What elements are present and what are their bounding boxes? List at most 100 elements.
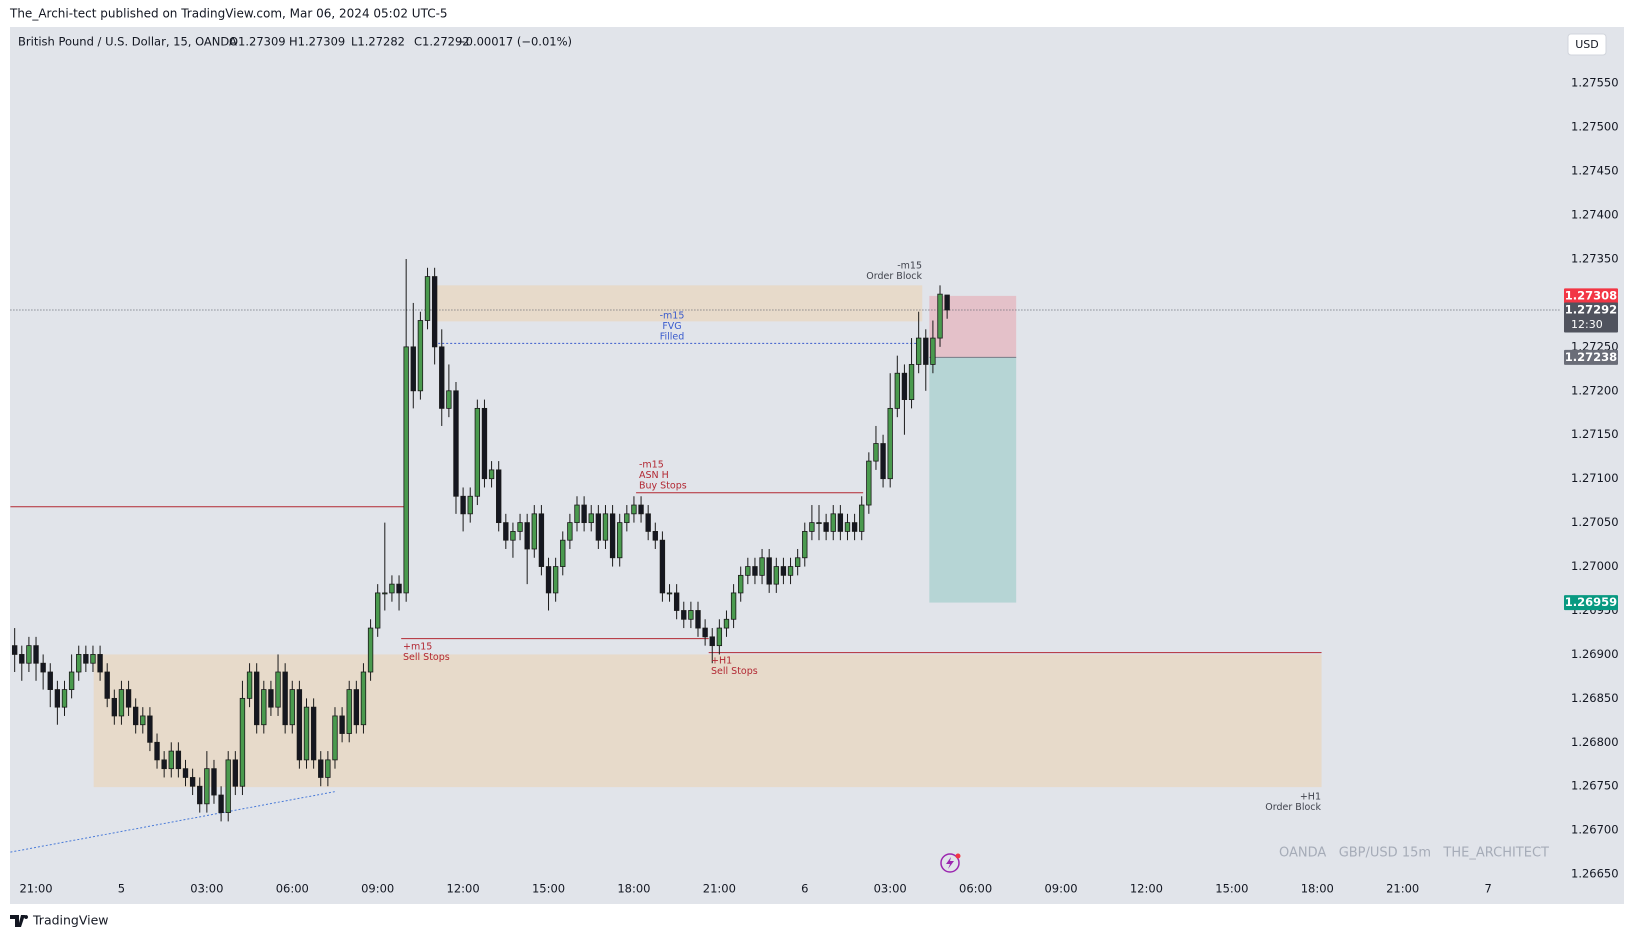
candle-body [154, 741, 160, 761]
candle-body [659, 539, 666, 594]
x-tick-label: 09:00 [361, 882, 394, 896]
candle-body [915, 337, 922, 365]
candle-body [289, 689, 295, 726]
candle-body [488, 469, 495, 480]
candle-body [218, 794, 224, 814]
x-tick-label: 18:00 [617, 882, 650, 896]
candle-body [752, 566, 758, 576]
candle-body [617, 522, 623, 559]
annotation-text: Sell Stops [711, 666, 758, 677]
candle-body [638, 504, 644, 515]
tradingview-logo[interactable] [10, 915, 29, 927]
candle-body [859, 504, 865, 532]
annotation-text: +m15 [403, 642, 432, 653]
candle-body [901, 372, 908, 400]
candle-body [823, 522, 829, 532]
candle-body [182, 768, 189, 778]
candle-body [794, 557, 801, 567]
candle-body [68, 671, 75, 690]
candle-body [894, 372, 900, 409]
candle-body [844, 522, 851, 532]
candle-body [816, 522, 822, 525]
lightning-icon[interactable] [940, 853, 961, 873]
candle-body [310, 706, 317, 761]
x-tick-label: 21:00 [19, 882, 52, 896]
candle-body [268, 689, 274, 708]
candle-body [275, 671, 281, 708]
candle-body [261, 689, 267, 726]
candle-body [802, 531, 808, 559]
candle-body [624, 513, 630, 524]
x-tick-label: 06:00 [276, 882, 309, 896]
annotation-text: ASN H [639, 470, 669, 481]
candle-body [830, 513, 836, 532]
candle-body [303, 706, 310, 761]
x-tick-label: 15:00 [1215, 882, 1248, 896]
candle-body [389, 583, 395, 594]
currency-box[interactable] [1567, 33, 1607, 56]
candle-body [346, 689, 352, 734]
annotation-text: Order Block [1265, 802, 1321, 813]
price-label: 1.27308 [1565, 288, 1617, 302]
annotation-text: FVG [662, 321, 681, 332]
y-tick-label: 1.27150 [1571, 427, 1619, 441]
candle-body [602, 513, 609, 541]
candle-body [695, 610, 701, 629]
y-tick-label: 1.26650 [1571, 867, 1619, 881]
candle-body [766, 557, 772, 585]
candle-body [360, 671, 367, 726]
candle-body [937, 293, 943, 339]
candle-body [189, 777, 196, 787]
candle-body [339, 715, 345, 734]
legend-item: H1.27309 [289, 35, 345, 49]
price-label: 1.27292 [1565, 302, 1617, 316]
candle-body [125, 689, 132, 708]
candle-body [524, 522, 530, 550]
time-axis-background [10, 876, 1624, 904]
axes: 21:00 5 03:00 06:00 09:00 12:00 15:00 18:00 21:0… [10, 76, 1624, 904]
candle-body [140, 715, 146, 726]
candle-body [118, 689, 125, 717]
candle-body [47, 671, 53, 690]
annotation-text: Buy Stops [639, 481, 687, 492]
x-tick-label: 12:00 [1130, 882, 1163, 896]
x-tick-label: 03:00 [190, 882, 223, 896]
x-tick-label: 06:00 [959, 882, 992, 896]
annotation-text: Order Block [866, 271, 922, 282]
annotation-text: Filled [660, 332, 685, 343]
publish-line: The_Archi-tect published on TradingView.… [9, 7, 448, 21]
candle-body [581, 504, 587, 524]
candle-body [652, 531, 658, 541]
candle-body [453, 390, 459, 497]
chart-background [10, 27, 1624, 904]
candle-body [730, 592, 737, 620]
candle-body [552, 566, 559, 594]
candle-body [738, 574, 744, 594]
stop-zone [929, 295, 1017, 358]
candle-body [232, 759, 239, 787]
y-tick-label: 1.26700 [1571, 823, 1619, 837]
candle-body [11, 645, 18, 655]
candle-body [787, 566, 794, 576]
candle-body [19, 654, 25, 664]
candle-body [104, 671, 110, 699]
y-tick-label: 1.27550 [1571, 76, 1619, 90]
x-tick-label: 03:00 [874, 882, 907, 896]
y-tick-label: 1.26750 [1571, 779, 1619, 793]
price-label-box [1564, 302, 1618, 333]
candle-body [866, 460, 872, 506]
y-tick-label: 1.27200 [1571, 383, 1619, 397]
x-tick-label: 5 [118, 882, 125, 896]
annotation-text: +H1 [711, 656, 732, 667]
candle-body [510, 531, 516, 541]
candle-body [503, 522, 509, 541]
candle-body [851, 522, 858, 532]
legend-item: O1.27309 [229, 35, 286, 49]
y-tick-label: 1.27350 [1571, 251, 1619, 265]
candle-body [204, 768, 210, 805]
candle-body [545, 566, 552, 594]
candle-body [531, 513, 537, 550]
candle-body [175, 750, 182, 770]
candle-body [567, 522, 573, 541]
